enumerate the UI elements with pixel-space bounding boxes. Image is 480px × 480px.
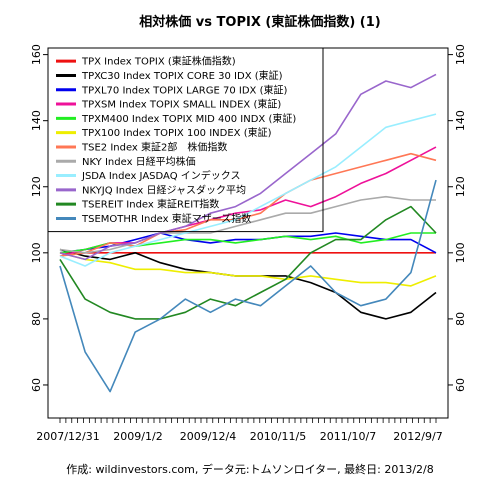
y-tick-label-left-5: 160 [30,44,43,65]
x-tick-label-4: 2011/10/7 [320,430,376,443]
legend-label-10: NKYJQ Index 日経ジャスダック平均 [82,183,246,196]
x-tick-label-2: 2009/12/4 [180,430,236,443]
series-line-6 [59,252,437,287]
y-tick-label-right-1: 80 [454,312,467,326]
series-line-8 [59,195,436,254]
y-tick-label-right-0: 60 [454,378,467,392]
y-tick-label-left-2: 100 [30,242,43,263]
legend-label-5: TPXM400 Index TOPIX MID 400 INDX (東証) [81,112,296,125]
y-tick-label-right-4: 140 [454,110,467,131]
legend-label-3: TPXL70 Index TOPIX LARGE 70 IDX (東証) [81,83,287,96]
x-tick-label-1: 2009/1/2 [113,430,162,443]
y-tick-label-right-5: 160 [454,44,467,65]
axis-layer: 60 60 80 80 100 100 120 120 140 140 160 160 2007/12/… [30,44,467,443]
chart-caption: 作成: wildinvestors.com, データ元:トムソンロイター, 最終… [66,462,433,476]
y-tick-label-right-3: 120 [454,176,467,197]
series-line-4 [59,146,437,257]
legend-label-11: TSEREIT Index 東証REIT指数 [81,198,219,211]
x-tick-label-5: 2012/9/7 [393,430,442,443]
legend-label-6: TPX100 Index TOPIX 100 INDEX (東証) [81,126,272,139]
legend-label-4: TPXSM Index TOPIX SMALL INDEX (東証) [81,98,281,111]
legend-label-2: TPXC30 Index TOPIX CORE 30 IDX (東証) [81,69,283,82]
y-tick-label-left-3: 120 [30,176,43,197]
legend-label-1: TPX Index TOPIX (東証株価指数) [81,55,236,68]
series-line-10 [59,73,437,261]
legend-label-8: NKY Index 日経平均株価 [82,155,196,168]
legend-box [47,47,324,233]
series-line-11 [59,205,437,320]
legend: TPX Index TOPIX (東証株価指数)TPXC30 Index TOP… [47,47,324,233]
x-tick-label-0: 2007/12/31 [36,430,99,443]
y-tick-label-left-4: 140 [30,110,43,131]
y-tick-label-right-2: 100 [454,242,467,263]
y-tick-label-left-0: 60 [30,378,43,392]
series-line-9 [59,113,437,267]
series-line-2 [59,248,437,320]
y-tick-label-left-1: 80 [30,312,43,326]
chart-title: 相対株価 vs TOPIX (東証株価指数) (1) [139,14,380,30]
legend-label-7: TSE2 Index 東証2部 株価指数 [81,140,227,153]
legend-label-9: JSDA Index JASDAQ インデックス [81,169,240,182]
series-layer [59,73,437,393]
x-tick-label-3: 2010/11/5 [250,430,306,443]
series-line-12 [59,179,437,393]
legend-label-12: TSEMOTHR Index 東証マザーズ指数 [81,212,251,225]
